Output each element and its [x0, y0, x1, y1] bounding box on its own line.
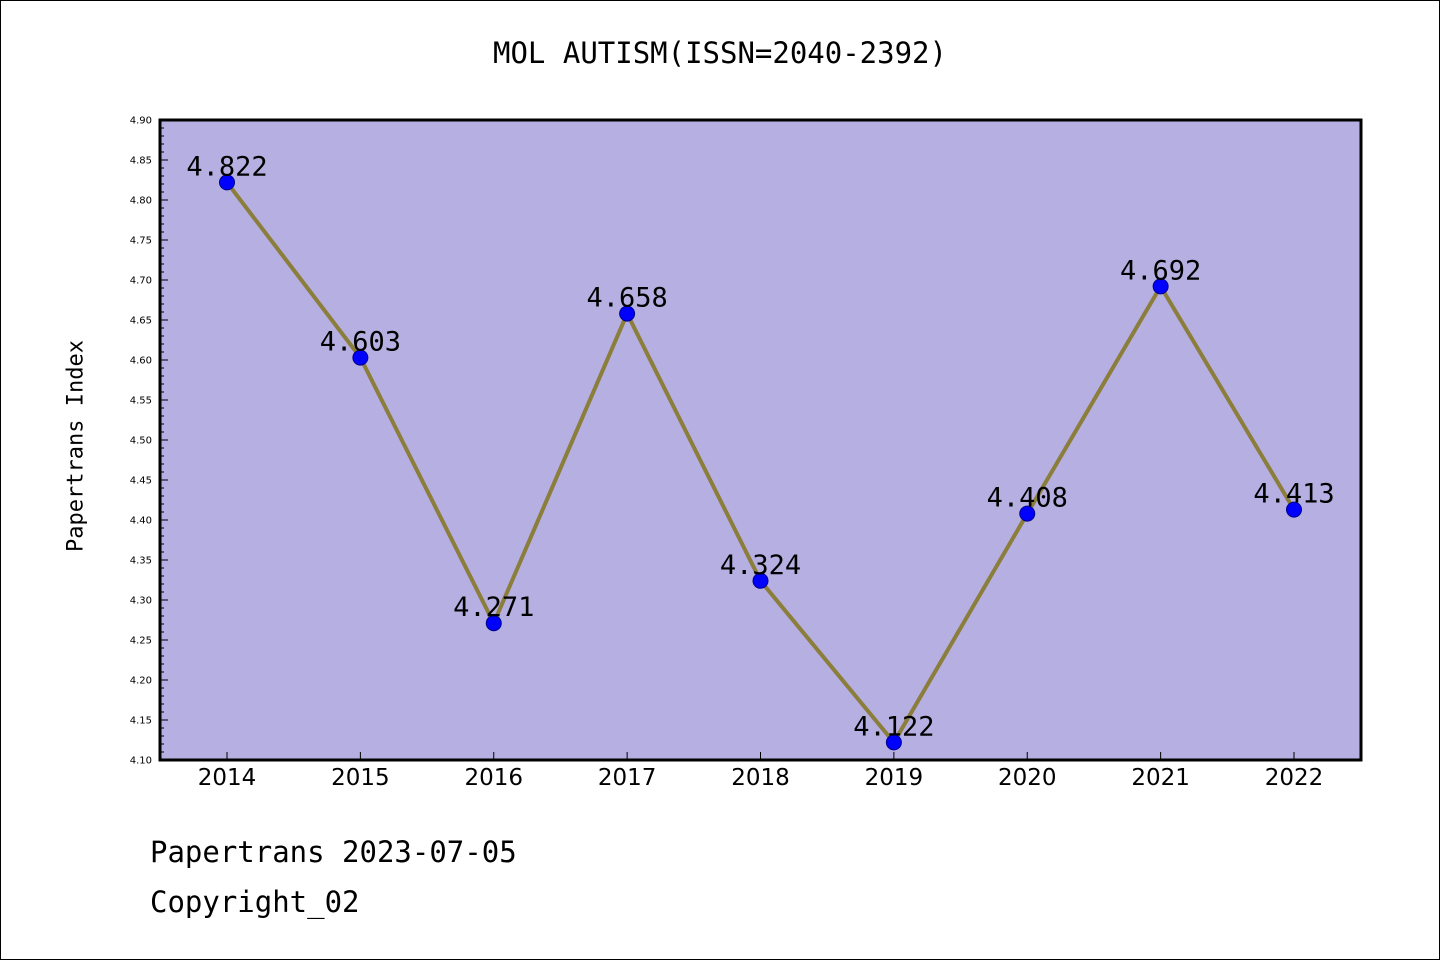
x-tick-label: 2021 [1131, 765, 1190, 791]
x-axis: 2014 2015 2016 2017 2018 2019 2020 2021 2022 [198, 752, 1324, 791]
y-tick-label: 4.10 [130, 756, 152, 767]
data-labels: 4.822 4.603 4.271 4.658 4.324 4.122 4.408 4.692… [186, 151, 1334, 742]
y-tick-label: 4.35 [130, 556, 152, 567]
data-point [885, 734, 902, 751]
x-tick-label: 2017 [598, 765, 657, 791]
x-tick-label: 2014 [198, 765, 257, 791]
y-tick-label: 4.70 [130, 276, 152, 287]
y-tick-label: 4.25 [130, 636, 152, 647]
y-tick-label: 4.65 [130, 316, 152, 327]
y-tick-label: 4.55 [130, 396, 152, 407]
y-axis: 4.10 4.15 4.20 4.25 4.30 4.35 4.40 4.45 4.50 4.55… [130, 116, 168, 767]
data-point [352, 349, 369, 366]
y-tick-label: 4.85 [130, 156, 152, 167]
y-tick-label: 4.30 [130, 596, 152, 607]
data-point [619, 305, 636, 322]
x-tick-label: 2019 [865, 765, 924, 791]
data-point [1286, 501, 1302, 518]
x-tick-label: 2020 [998, 765, 1057, 791]
y-tick-label: 4.90 [130, 116, 152, 127]
data-label: 4.692 [1120, 255, 1201, 286]
data-label: 4.603 [320, 327, 401, 358]
footer-copyright: Copyright_02 [150, 885, 360, 919]
data-label: 4.413 [1253, 479, 1334, 510]
data-point [219, 174, 235, 191]
data-point [1152, 278, 1169, 295]
data-label: 4.822 [186, 151, 267, 182]
series-markers [219, 174, 1302, 751]
x-tick-label: 2022 [1265, 765, 1324, 791]
y-tick-label: 4.60 [130, 356, 152, 367]
data-label: 4.122 [853, 711, 934, 742]
x-tick-label: 2016 [464, 765, 523, 791]
data-label: 4.271 [453, 592, 534, 623]
chart-title: MOL AUTISM(ISSN=2040-2392) [493, 36, 947, 70]
y-tick-label: 4.80 [130, 196, 152, 207]
data-point [752, 572, 769, 589]
y-tick-label: 4.50 [130, 436, 152, 447]
x-tick-label: 2018 [731, 765, 790, 791]
y-tick-label: 4.75 [130, 236, 152, 247]
data-label: 4.324 [720, 550, 801, 581]
data-label: 4.658 [586, 283, 667, 314]
data-point [485, 615, 502, 632]
plot-area [160, 120, 1361, 760]
plot-border [158, 118, 1363, 762]
y-tick-label: 4.20 [130, 676, 152, 687]
y-tick-label: 4.45 [130, 476, 152, 487]
footer-date: Papertrans 2023-07-05 [150, 835, 517, 869]
data-point [1019, 505, 1036, 522]
y-tick-label: 4.15 [130, 716, 152, 727]
y-tick-label: 4.40 [130, 516, 152, 527]
data-label: 4.408 [987, 483, 1068, 514]
x-tick-label: 2015 [331, 765, 390, 791]
